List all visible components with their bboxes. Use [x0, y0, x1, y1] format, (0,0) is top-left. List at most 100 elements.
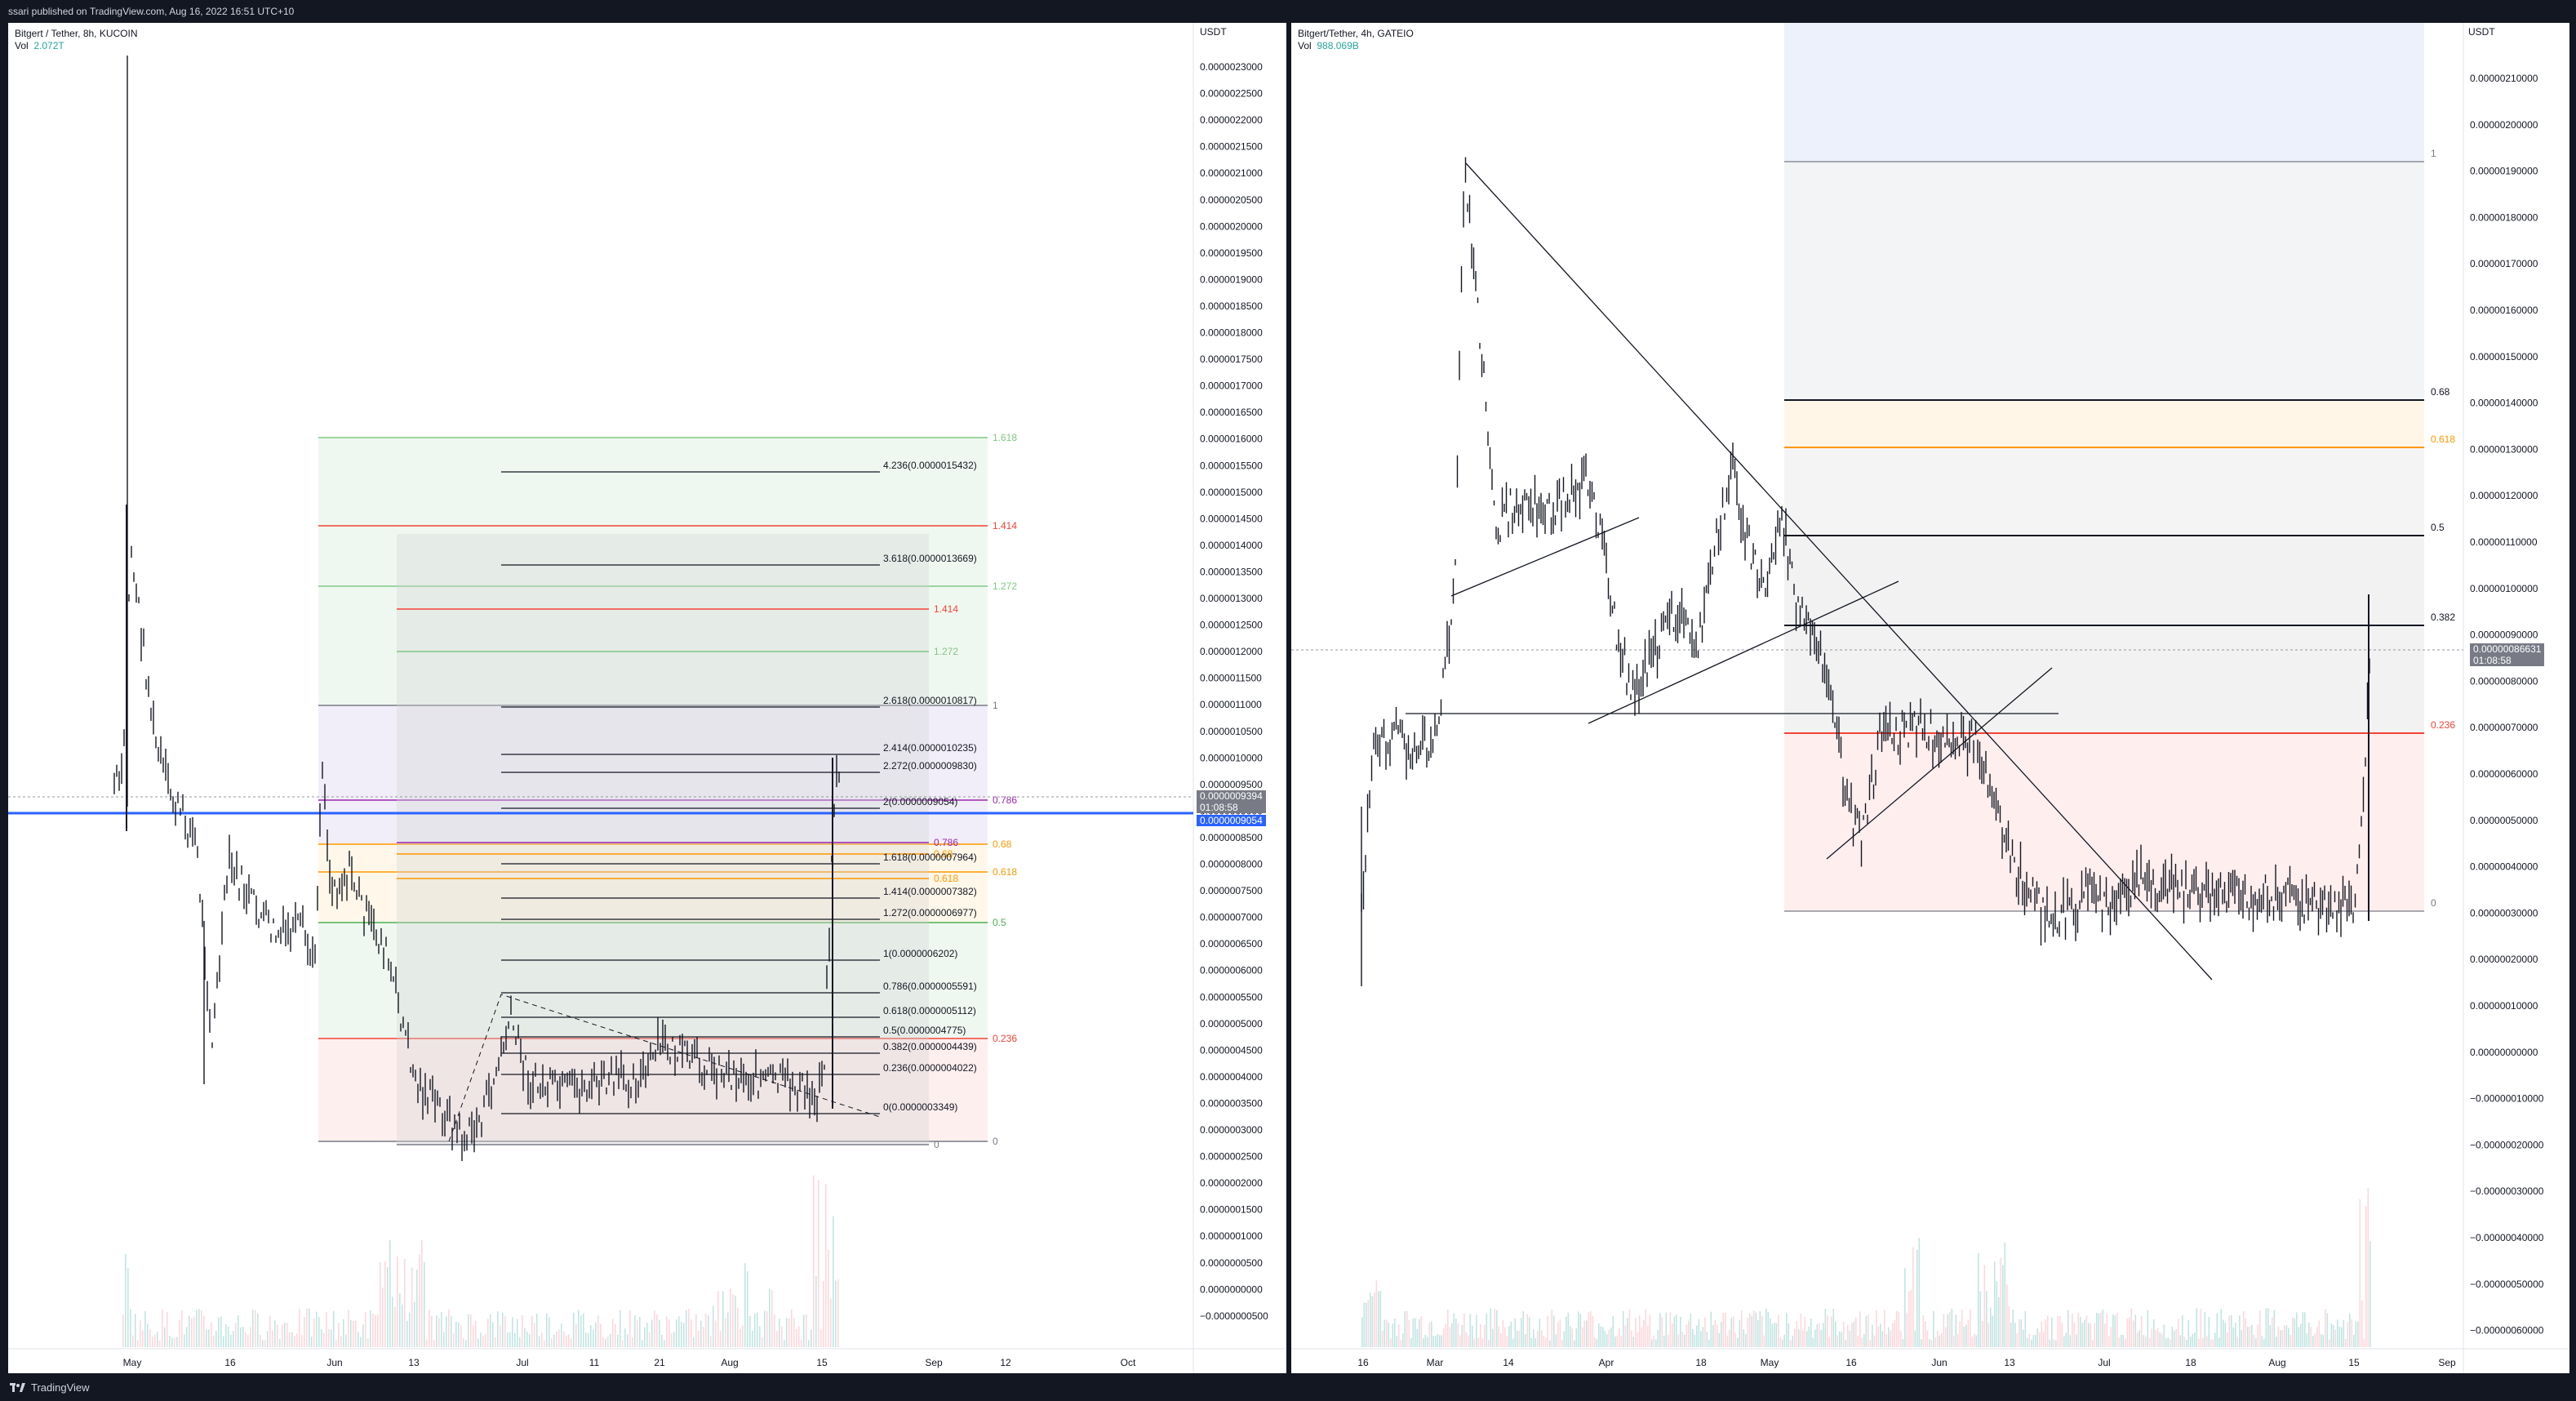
left-volume-bar: [482, 1335, 484, 1347]
right-volume-bar: [1863, 1334, 1865, 1347]
right-chart-legend: Bitgert/Tether, 4h, GATEIO Vol 988.069B: [1298, 28, 1414, 52]
right-volume-bar: [1975, 1335, 1978, 1347]
right-volume-bar: [1730, 1318, 1733, 1347]
right-volume-bar: [2196, 1308, 2198, 1347]
right-volume-bar: [1468, 1335, 1469, 1347]
left-chart-canvas[interactable]: 0.0000023000 0.0000022500 0.0000022000 0.00…: [8, 23, 1286, 1373]
right-volume-bar: [1508, 1326, 1510, 1347]
right-volume-bar: [2235, 1323, 2236, 1347]
right-chart-canvas[interactable]: 0.00000210000 0.00000200000 0.00000190000 0…: [1291, 23, 2569, 1373]
right-time-tick: 16: [1845, 1357, 1857, 1368]
left-volume-bar: [348, 1310, 349, 1347]
left-volume-bar: [833, 1216, 834, 1347]
right-fib-zone: [1784, 162, 2424, 400]
left-volume-bar: [272, 1330, 273, 1347]
right-volume-bar: [1827, 1315, 1828, 1347]
right-volume-bar: [2322, 1335, 2325, 1347]
left-volume-bar: [333, 1310, 335, 1347]
right-volume-bar: [1794, 1329, 1796, 1347]
right-vol-label: Vol: [1298, 40, 1312, 51]
right-volume-bar: [1721, 1322, 1722, 1347]
right-volume-bar: [2069, 1335, 2072, 1347]
left-symbol-title[interactable]: Bitgert / Tether, 8h, KUCOIN: [15, 28, 138, 39]
right-volume-bar: [1963, 1327, 1965, 1347]
right-volume-bar: [1455, 1319, 1457, 1347]
right-volume-bar: [2259, 1310, 2261, 1347]
right-volume-bar: [2055, 1340, 2057, 1347]
left-volume-bar: [140, 1320, 141, 1347]
right-volume-bar: [1749, 1313, 1751, 1347]
tradingview-logo-icon[interactable]: [10, 1383, 26, 1393]
right-volume-bar: [2338, 1326, 2341, 1347]
right-volume-bar: [2353, 1335, 2355, 1347]
right-volume-bar: [2102, 1310, 2104, 1347]
right-volume-bar: [1955, 1314, 1957, 1347]
right-volume-bar: [2110, 1327, 2112, 1347]
left-volume-bar: [752, 1330, 753, 1347]
right-volume-bar: [2318, 1320, 2321, 1347]
right-fib-label: 0.68: [2431, 386, 2450, 398]
left-volume-bar: [267, 1331, 269, 1347]
left-volume-bar: [238, 1314, 239, 1347]
right-volume-bar: [2192, 1333, 2194, 1347]
right-volume-bar: [1582, 1327, 1583, 1347]
right-volume-bar: [1361, 1317, 1363, 1347]
right-volume-bar: [2200, 1309, 2202, 1347]
right-volume-bar: [1890, 1330, 1892, 1347]
left-volume-bar: [257, 1313, 259, 1347]
left-volume-bar: [353, 1320, 354, 1347]
right-volume-bar: [2182, 1315, 2183, 1347]
left-volume-bar: [201, 1310, 202, 1347]
right-volume-bar: [1765, 1308, 1767, 1347]
left-price-tick: 0.0000008500: [1200, 832, 1263, 843]
left-price-tick: 0.0000019500: [1200, 247, 1263, 259]
footer-brand[interactable]: TradingView: [31, 1381, 90, 1394]
left-volume-bar: [169, 1336, 171, 1347]
left-volume-bar: [406, 1320, 408, 1347]
left-volume-bar: [500, 1325, 501, 1347]
right-volume-bar: [2010, 1322, 2012, 1347]
left-volume-bar: [345, 1334, 347, 1347]
right-volume-bar: [2081, 1323, 2084, 1347]
right-volume-bar: [2359, 1199, 2361, 1347]
left-volume-bar: [286, 1323, 288, 1347]
right-volume-bar: [2329, 1339, 2330, 1347]
left-volume-bar: [355, 1320, 357, 1347]
right-volume-bar: [1959, 1321, 1961, 1347]
left-volume-bar: [568, 1334, 570, 1347]
left-time-tick: 11: [589, 1357, 600, 1368]
right-volume-bar: [2183, 1337, 2186, 1347]
right-fib-top-zone: [1784, 23, 2424, 162]
right-volume-bar: [1681, 1332, 1684, 1347]
right-volume-bar: [2100, 1312, 2102, 1347]
right-volume-bar: [2163, 1324, 2165, 1347]
right-volume-bar: [1571, 1328, 1574, 1347]
left-volume-bar: [448, 1309, 450, 1347]
right-symbol-title[interactable]: Bitgert/Tether, 4h, GATEIO: [1298, 28, 1414, 39]
right-volume-bar: [2149, 1337, 2151, 1347]
right-volume-bar: [2241, 1330, 2243, 1347]
left-volume-bar: [208, 1329, 210, 1347]
left-volume-bar: [835, 1280, 837, 1347]
left-price-tick: 0.0000018000: [1200, 327, 1263, 339]
right-volume-bar: [1561, 1339, 1563, 1347]
left-volume-bar: [360, 1337, 362, 1347]
right-volume-bar: [1712, 1324, 1714, 1347]
right-chart-panel[interactable]: 0.00000210000 0.00000200000 0.00000190000 0…: [1291, 23, 2569, 1373]
right-volume-bar: [1873, 1335, 1876, 1347]
right-volume-bar: [2304, 1312, 2306, 1347]
right-volume-bar: [1979, 1291, 1982, 1347]
right-volume-bar: [1757, 1320, 1759, 1347]
right-volume-bar: [1659, 1313, 1661, 1347]
right-volume-bar: [1885, 1334, 1888, 1347]
right-volume-bar: [1375, 1280, 1378, 1347]
left-chart-panel[interactable]: 0.0000023000 0.0000022500 0.0000022000 0.00…: [8, 23, 1286, 1373]
left-volume-bar: [668, 1319, 670, 1347]
right-volume-bar: [1631, 1330, 1632, 1347]
right-volume-bar: [2321, 1334, 2322, 1347]
left-price-tick: 0.0000013000: [1200, 593, 1263, 604]
right-volume-bar: [1998, 1297, 2000, 1347]
right-volume-bar: [2224, 1322, 2227, 1347]
right-volume-bar: [1733, 1316, 1734, 1347]
right-volume-bar: [1518, 1331, 1521, 1347]
